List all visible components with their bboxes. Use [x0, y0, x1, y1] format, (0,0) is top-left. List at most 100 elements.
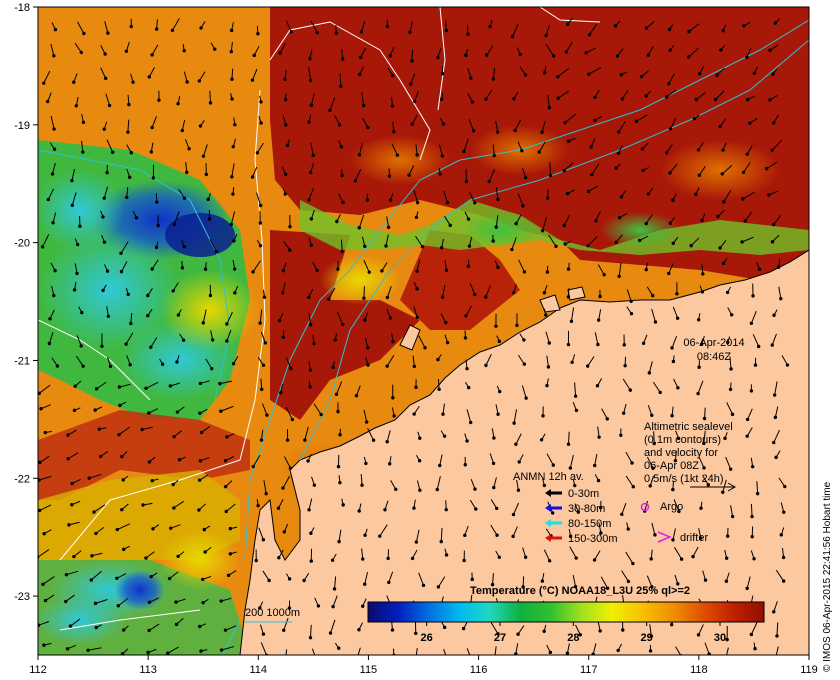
velocity-arrow	[646, 456, 654, 469]
velocity-arrowhead	[100, 344, 104, 348]
velocity-arrow	[672, 306, 679, 319]
velocity-arrowhead	[671, 538, 675, 542]
velocity-arrowhead	[418, 436, 422, 440]
velocity-arrowhead	[517, 460, 521, 464]
velocity-arrowhead	[444, 553, 449, 557]
velocity-arrowhead	[594, 219, 598, 223]
velocity-arrowhead	[442, 625, 447, 630]
velocity-arrowhead	[619, 73, 623, 77]
velocity-arrowhead	[768, 48, 772, 53]
velocity-arrowhead	[673, 458, 678, 463]
velocity-arrowhead	[668, 171, 672, 175]
velocity-arrowhead	[174, 622, 179, 627]
velocity-arrowhead	[336, 464, 341, 469]
velocity-arrowhead	[670, 346, 674, 350]
velocity-arrowhead	[392, 414, 396, 418]
velocity-arrowhead	[631, 485, 635, 489]
velocity-arrowhead	[495, 506, 499, 511]
velocity-arrowhead	[721, 261, 726, 266]
velocity-arrowhead	[250, 78, 255, 82]
velocity-arrowhead	[706, 483, 711, 487]
velocity-arrow	[334, 576, 337, 589]
velocity-arrowhead	[174, 600, 178, 604]
velocity-arrowhead	[290, 417, 295, 422]
velocity-arrow	[418, 335, 426, 348]
velocity-arrowhead	[207, 217, 212, 221]
velocity-arrowhead	[307, 120, 311, 124]
velocity-arrow	[522, 576, 525, 587]
velocity-arrowhead	[144, 556, 148, 560]
velocity-arrowhead	[52, 147, 57, 151]
velocity-arrowhead	[438, 172, 442, 176]
velocity-arrowhead	[589, 145, 593, 149]
velocity-arrow	[202, 309, 207, 323]
velocity-arrowhead	[338, 433, 342, 437]
velocity-arrowhead	[782, 510, 786, 514]
velocity-arrowhead	[542, 291, 547, 295]
velocity-arrowhead	[650, 585, 654, 589]
velocity-arrowhead	[568, 534, 573, 539]
velocity-arrowhead	[750, 464, 755, 469]
velocity-arrowhead	[97, 427, 101, 431]
velocity-arrowhead	[498, 389, 502, 394]
velocity-arrowhead	[39, 406, 43, 411]
velocity-arrowhead	[92, 510, 96, 514]
velocity-arrowhead	[748, 121, 752, 125]
velocity-arrowhead	[358, 55, 363, 60]
velocity-arrow	[774, 406, 779, 418]
velocity-arrowhead	[81, 120, 86, 125]
velocity-arrowhead	[283, 77, 287, 81]
velocity-arrow	[636, 114, 648, 122]
velocity-arrow	[515, 643, 519, 654]
velocity-arrow	[42, 234, 50, 248]
velocity-arrowhead	[251, 464, 255, 469]
velocity-arrowhead	[743, 219, 747, 223]
velocity-arrowhead	[42, 81, 46, 85]
velocity-arrowhead	[316, 604, 321, 608]
velocity-arrowhead	[104, 76, 108, 81]
velocity-arrowhead	[522, 270, 527, 274]
velocity-arrow	[260, 331, 266, 344]
velocity-arrowhead	[177, 458, 182, 462]
velocity-arrowhead	[412, 506, 416, 510]
y-tick-label: -21	[14, 355, 30, 367]
velocity-arrow	[469, 282, 476, 295]
velocity-arrowhead	[46, 99, 50, 104]
velocity-arrow	[95, 599, 108, 604]
velocity-arrowhead	[728, 387, 733, 392]
velocity-arrowhead	[288, 248, 292, 252]
velocity-arrow	[145, 381, 159, 389]
velocity-arrowhead	[210, 338, 215, 342]
velocity-arrow	[622, 378, 631, 391]
velocity-arrow	[649, 475, 655, 487]
velocity-arrowhead	[172, 506, 176, 510]
velocity-arrow	[587, 356, 595, 367]
velocity-arrowhead	[127, 102, 131, 107]
argo-label: Argo	[660, 501, 683, 513]
colorbar-tick-label: 29	[641, 632, 653, 644]
velocity-arrow	[415, 647, 418, 655]
velocity-arrow	[588, 185, 599, 192]
velocity-arrowhead	[563, 120, 567, 125]
velocity-arrowhead	[371, 438, 376, 442]
anmn-legend-label: 0-30m	[568, 488, 599, 500]
velocity-arrowhead	[103, 52, 107, 56]
velocity-arrowhead	[40, 245, 45, 249]
velocity-arrowhead	[437, 387, 441, 392]
velocity-arrow	[311, 648, 316, 655]
velocity-arrowhead	[146, 650, 150, 655]
velocity-arrow	[106, 139, 114, 153]
velocity-arrow	[330, 619, 336, 634]
velocity-arrow	[563, 162, 574, 172]
velocity-arrowhead	[546, 365, 551, 369]
velocity-arrow	[723, 189, 732, 203]
velocity-arrowhead	[753, 646, 757, 651]
velocity-arrowhead	[289, 366, 293, 371]
velocity-arrowhead	[175, 360, 179, 364]
velocity-arrowhead	[667, 271, 671, 276]
velocity-arrow	[651, 522, 656, 535]
velocity-arrow	[260, 378, 263, 390]
velocity-arrowhead	[339, 145, 344, 149]
velocity-arrowhead	[386, 556, 390, 561]
colorbar-tick-label: 26	[421, 632, 433, 644]
